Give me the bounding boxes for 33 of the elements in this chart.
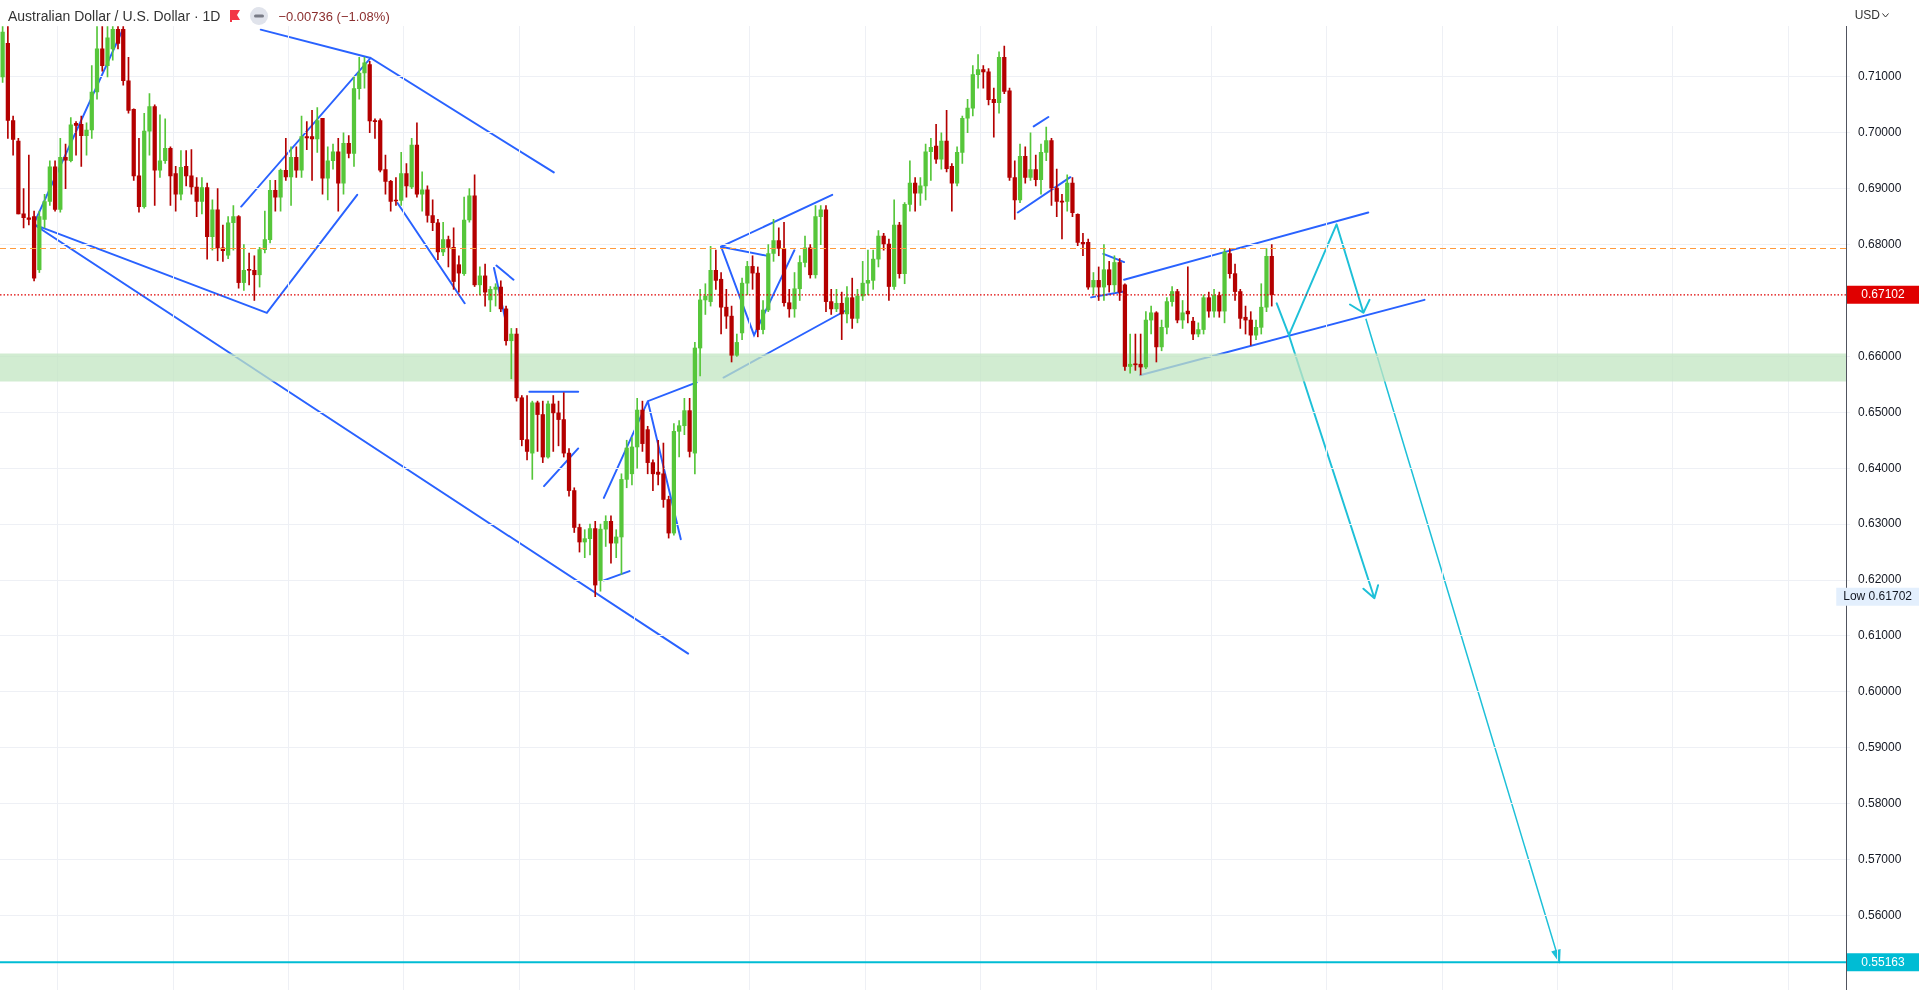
candlestick (509, 328, 514, 380)
y-tick-label: 0.60000 (1858, 684, 1902, 699)
y-axis-title: USD (1854, 8, 1880, 22)
chart-title: Australian Dollar / U.S. Dollar · 1D (8, 8, 221, 24)
candlestick (839, 291, 844, 340)
y-tick-label: 0.70000 (1858, 125, 1902, 140)
candlestick (524, 395, 530, 461)
y-tick-label: 0.57000 (1858, 851, 1902, 866)
candlestick (309, 110, 315, 181)
candlestick (283, 138, 288, 181)
ref-line-label: 0.67102 (1861, 287, 1906, 302)
y-tick-label: 0.63000 (1858, 516, 1902, 531)
y-tick-label: 0.62000 (1858, 572, 1902, 587)
candlestick (1096, 266, 1101, 301)
candlestick (1128, 333, 1133, 374)
y-tick-label: 0.61000 (1858, 628, 1902, 643)
y-tick-label: 0.59000 (1858, 740, 1902, 755)
y-tick-label: 0.65000 (1858, 404, 1902, 419)
candlestick (273, 179, 278, 212)
y-tick-label: 0.69000 (1858, 181, 1902, 195)
candlestick (246, 252, 252, 286)
candlestick (981, 65, 986, 89)
text: −0.00736 (−1.08%) (278, 8, 390, 24)
ref-line-label: 0.55163 (1861, 954, 1906, 969)
y-tick-label: 0.56000 (1858, 907, 1902, 922)
y-tick-label: 0.64000 (1858, 460, 1902, 475)
candlestick (420, 171, 425, 212)
annotation: Low 0.61702 (1843, 588, 1913, 603)
y-tick-label: 0.71000 (1858, 69, 1902, 84)
candlestick (157, 114, 163, 178)
y-tick-label: 0.66000 (1858, 348, 1902, 363)
y-tick-label: 0.68000 (1858, 236, 1902, 251)
y-tick-label: 0.58000 (1858, 795, 1902, 810)
